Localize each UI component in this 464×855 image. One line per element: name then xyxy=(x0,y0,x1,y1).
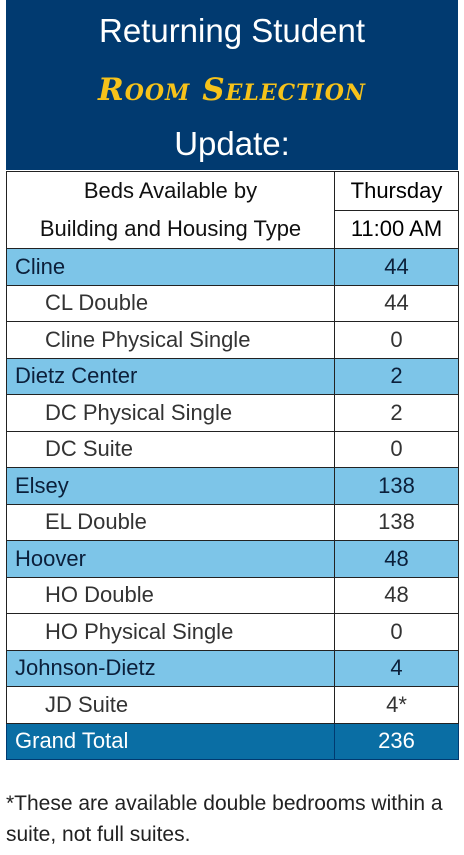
building-row: Elsey 138 xyxy=(6,467,459,505)
unit-count: 48 xyxy=(334,576,459,614)
building-total: 2 xyxy=(334,357,459,395)
unit-count: 44 xyxy=(334,284,459,322)
unit-name: Cline Physical Single xyxy=(6,321,335,359)
grand-total-value: 236 xyxy=(334,722,459,760)
building-name: Dietz Center xyxy=(6,357,335,395)
unit-name: HO Double xyxy=(6,576,335,614)
unit-row: HO Double 48 xyxy=(6,576,459,614)
highlight-title: Room Selection xyxy=(97,72,367,108)
building-row: Johnson-Dietz 4 xyxy=(6,649,459,687)
unit-row: JD Suite 4* xyxy=(6,686,459,724)
unit-row: CL Double 44 xyxy=(6,284,459,322)
unit-count: 0 xyxy=(334,430,459,468)
label-header: Beds Available by Building and Housing T… xyxy=(6,171,335,249)
title: Returning Student xyxy=(98,12,365,49)
label-header-line: Beds Available by xyxy=(83,178,258,203)
unit-row: DC Suite 0 xyxy=(6,430,459,468)
unit-count: 0 xyxy=(334,613,459,651)
building-row: Dietz Center 2 xyxy=(6,357,459,395)
building-total: 48 xyxy=(334,540,459,578)
unit-row: Cline Physical Single 0 xyxy=(6,321,459,359)
beds-table: Beds Available by Building and Housing T… xyxy=(6,171,459,760)
unit-count: 2 xyxy=(334,394,459,432)
unit-name: HO Physical Single xyxy=(6,613,335,651)
day-header: Thursday xyxy=(334,171,459,211)
building-total: 4 xyxy=(334,649,459,687)
unit-row: DC Physical Single 2 xyxy=(6,394,459,432)
footnote: *These are available double bedrooms wit… xyxy=(6,792,443,846)
header: Returning Student Room Selection Update: xyxy=(6,0,458,170)
unit-row: EL Double 138 xyxy=(6,503,459,541)
unit-name: EL Double xyxy=(6,503,335,541)
building-name: Cline xyxy=(6,248,335,286)
unit-count: 0 xyxy=(334,321,459,359)
building-row: Cline 44 xyxy=(6,248,459,286)
unit-name: CL Double xyxy=(6,284,335,322)
grand-total-row: Grand Total 236 xyxy=(6,722,459,760)
building-total: 138 xyxy=(334,467,459,505)
grand-total-label: Grand Total xyxy=(6,722,335,760)
table-body: Beds Available by Building and Housing T… xyxy=(6,171,459,760)
building-row: Hoover 48 xyxy=(6,540,459,578)
unit-name: JD Suite xyxy=(6,686,335,724)
unit-row: HO Physical Single 0 xyxy=(6,613,459,651)
header-row: Beds Available by Building and Housing T… xyxy=(6,171,459,249)
time-header: 11:00 AM xyxy=(334,209,459,249)
unit-name: DC Suite xyxy=(6,430,335,468)
unit-count: 138 xyxy=(334,503,459,541)
building-name: Elsey xyxy=(6,467,335,505)
unit-count: 4* xyxy=(334,686,459,724)
header-row: 11:00 AM xyxy=(7,209,459,249)
subtitle: Update: xyxy=(174,125,290,162)
unit-name: DC Physical Single xyxy=(6,394,335,432)
label-header-line: Building and Housing Type xyxy=(39,216,302,241)
building-name: Johnson-Dietz xyxy=(6,649,335,687)
building-name: Hoover xyxy=(6,540,335,578)
building-total: 44 xyxy=(334,248,459,286)
